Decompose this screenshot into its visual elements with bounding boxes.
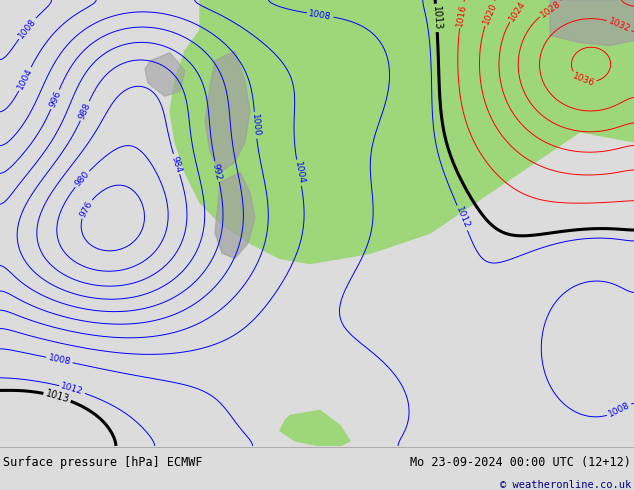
Polygon shape bbox=[215, 172, 255, 258]
Text: 992: 992 bbox=[211, 162, 223, 181]
Polygon shape bbox=[145, 53, 185, 96]
Text: 1032: 1032 bbox=[607, 17, 631, 34]
Text: 1004: 1004 bbox=[16, 67, 34, 91]
Text: Surface pressure [hPa] ECMWF: Surface pressure [hPa] ECMWF bbox=[3, 456, 203, 469]
Text: Mo 23-09-2024 00:00 UTC (12+12): Mo 23-09-2024 00:00 UTC (12+12) bbox=[410, 456, 631, 469]
Text: 1000: 1000 bbox=[250, 113, 261, 137]
Text: 976: 976 bbox=[78, 199, 94, 219]
Polygon shape bbox=[170, 0, 634, 264]
Text: 1012: 1012 bbox=[454, 206, 471, 230]
Text: 988: 988 bbox=[77, 101, 93, 121]
Text: 1008: 1008 bbox=[16, 17, 38, 40]
Polygon shape bbox=[200, 0, 634, 162]
Text: 1036: 1036 bbox=[571, 72, 595, 89]
Polygon shape bbox=[550, 0, 634, 46]
Text: 984: 984 bbox=[170, 154, 183, 173]
Text: 1024: 1024 bbox=[507, 0, 527, 23]
Text: 1013: 1013 bbox=[430, 5, 442, 30]
Text: © weatheronline.co.uk: © weatheronline.co.uk bbox=[500, 480, 631, 490]
Text: 996: 996 bbox=[48, 90, 63, 109]
Text: 1008: 1008 bbox=[308, 9, 332, 21]
Polygon shape bbox=[280, 411, 350, 446]
Text: 1028: 1028 bbox=[539, 0, 562, 19]
Text: 1008: 1008 bbox=[47, 353, 72, 367]
Text: 980: 980 bbox=[73, 170, 91, 189]
Polygon shape bbox=[205, 50, 250, 172]
Text: 1016: 1016 bbox=[455, 3, 468, 27]
Text: 1013: 1013 bbox=[44, 389, 70, 405]
Text: 1008: 1008 bbox=[607, 401, 631, 419]
Text: 1020: 1020 bbox=[481, 1, 498, 25]
Text: 1012: 1012 bbox=[60, 382, 84, 397]
Text: 1004: 1004 bbox=[292, 161, 306, 185]
